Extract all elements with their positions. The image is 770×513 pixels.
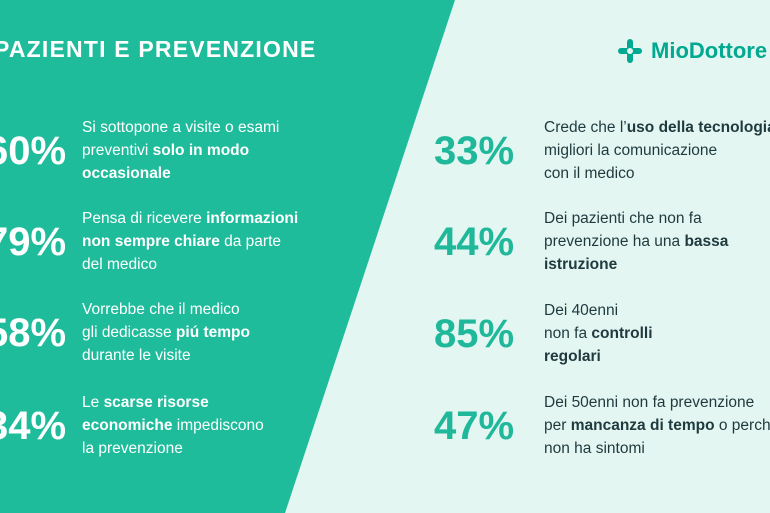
bold-text: controlli (591, 325, 653, 342)
text-run: durante le visite (82, 347, 191, 364)
text-run: migliori la comunicazione (544, 142, 718, 159)
text-run: Vorrebbe che il medico (82, 301, 240, 318)
description-line: occasionale (82, 162, 279, 185)
description-line: Vorrebbe che il medico (82, 298, 250, 321)
stat-row: 44% Dei pazienti che non fa prevenzione h… (434, 207, 728, 276)
stat-description: Le scarse risorse economiche impediscono l… (82, 391, 264, 460)
text-run: gli dedicasse (82, 324, 176, 341)
bold-text: istruzione (544, 256, 618, 273)
bold-text: non sempre chiare (82, 233, 220, 250)
stat-percentage: 79% (0, 219, 67, 264)
description-line: Dei pazienti che non fa (544, 207, 728, 230)
stat-percentage: 58% (0, 310, 67, 355)
mio-dottore-logo: MioDottore (617, 38, 767, 64)
stat-percentage: 60% (0, 128, 67, 173)
text-run: Crede che l’ (544, 119, 627, 136)
page-title: PAZIENTI E PREVENZIONE (0, 36, 317, 62)
description-line: la prevenzione (82, 437, 264, 460)
text-run: Si sottopone a visite o esami (82, 119, 280, 136)
stat-row: 47% Dei 50enni non fa prevenzione per man… (434, 391, 770, 460)
stat-percentage: 47% (434, 403, 515, 448)
text-run: per (544, 417, 571, 434)
bold-text: piú tempo (175, 324, 250, 341)
description-line: durante le visite (82, 344, 250, 367)
stat-description: Dei pazienti che non fa prevenzione ha un… (544, 207, 728, 276)
description-line: per mancanza di tempo o perché (544, 414, 770, 437)
stat-description: Crede che l’uso della tecnologia migliori… (544, 116, 770, 185)
description-line: con il medico (544, 162, 770, 185)
text-run: Dei pazienti che non fa (544, 210, 702, 227)
description-line: Crede che l’uso della tecnologia (544, 116, 770, 139)
text-run: o perché (718, 417, 770, 434)
description-line: del medico (82, 253, 298, 276)
stat-row: 60% Si sottopone a visite o esami prevent… (0, 116, 279, 185)
stat-row: 85% Dei 40enni non fa controlli regolari (434, 299, 653, 368)
bold-text: informazioni (206, 210, 299, 227)
stat-row: 58% Vorrebbe che il medico gli dedicasse … (0, 298, 250, 367)
stat-percentage: 85% (434, 311, 515, 356)
text-run: Dei 40enni (544, 302, 619, 319)
text-run: Pensa di ricevere (82, 210, 207, 227)
description-line: Pensa di ricevere informazioni (82, 207, 298, 230)
stat-description: Dei 50enni non fa prevenzione per mancanz… (544, 391, 770, 460)
bold-text: solo in modo (152, 142, 250, 159)
text-run: non fa (544, 325, 592, 342)
description-line: non fa controlli (544, 322, 653, 345)
bold-text: mancanza di tempo (570, 417, 715, 434)
text-run: impediscono (172, 417, 264, 434)
text-run: del medico (82, 256, 157, 273)
text-run: prevenzione ha una (544, 233, 685, 250)
bold-text: bassa (684, 233, 729, 250)
description-line: migliori la comunicazione (544, 139, 770, 162)
text-run: non ha sintomi (544, 440, 645, 457)
stat-percentage: 44% (434, 219, 515, 264)
text-run: con il medico (544, 165, 635, 182)
bold-text: economiche (82, 417, 173, 434)
text-run: Dei 50enni non fa prevenzione (544, 394, 755, 411)
stat-description: Dei 40enni non fa controlli regolari (544, 299, 653, 368)
stat-percentage: 34% (0, 403, 67, 448)
description-line: Dei 40enni (544, 299, 653, 322)
text-run: la prevenzione (82, 440, 183, 457)
description-line: prevenzione ha una bassa (544, 230, 728, 253)
logo-text: MioDottore (651, 38, 768, 63)
stat-percentage: 33% (434, 128, 515, 173)
stat-description: Pensa di ricevere informazioni non sempre… (82, 207, 298, 276)
description-line: gli dedicasse piú tempo (82, 321, 250, 344)
mio-dottore-logo-icon (618, 39, 642, 63)
description-line: Le scarse risorse (82, 391, 264, 414)
description-line: non ha sintomi (544, 437, 770, 460)
description-line: Dei 50enni non fa prevenzione (544, 391, 770, 414)
description-line: non sempre chiare da parte (82, 230, 298, 253)
bold-text: occasionale (82, 165, 171, 182)
description-line: regolari (544, 345, 653, 368)
description-line: Si sottopone a visite o esami (82, 116, 279, 139)
text-run: preventivi (82, 142, 153, 159)
description-line: preventivi solo in modo (82, 139, 279, 162)
stat-description: Si sottopone a visite o esami preventivi … (82, 116, 279, 185)
description-line: istruzione (544, 253, 728, 276)
description-line: economiche impediscono (82, 414, 264, 437)
bold-text: uso della tecnologia (626, 119, 770, 136)
text-run: da parte (219, 233, 282, 250)
bold-text: scarse risorse (103, 394, 209, 411)
stat-row: 33% Crede che l’uso della tecnologia migl… (434, 116, 770, 185)
bold-text: regolari (544, 348, 601, 365)
stat-description: Vorrebbe che il medico gli dedicasse piú … (82, 298, 250, 367)
text-run: Le (82, 394, 104, 411)
